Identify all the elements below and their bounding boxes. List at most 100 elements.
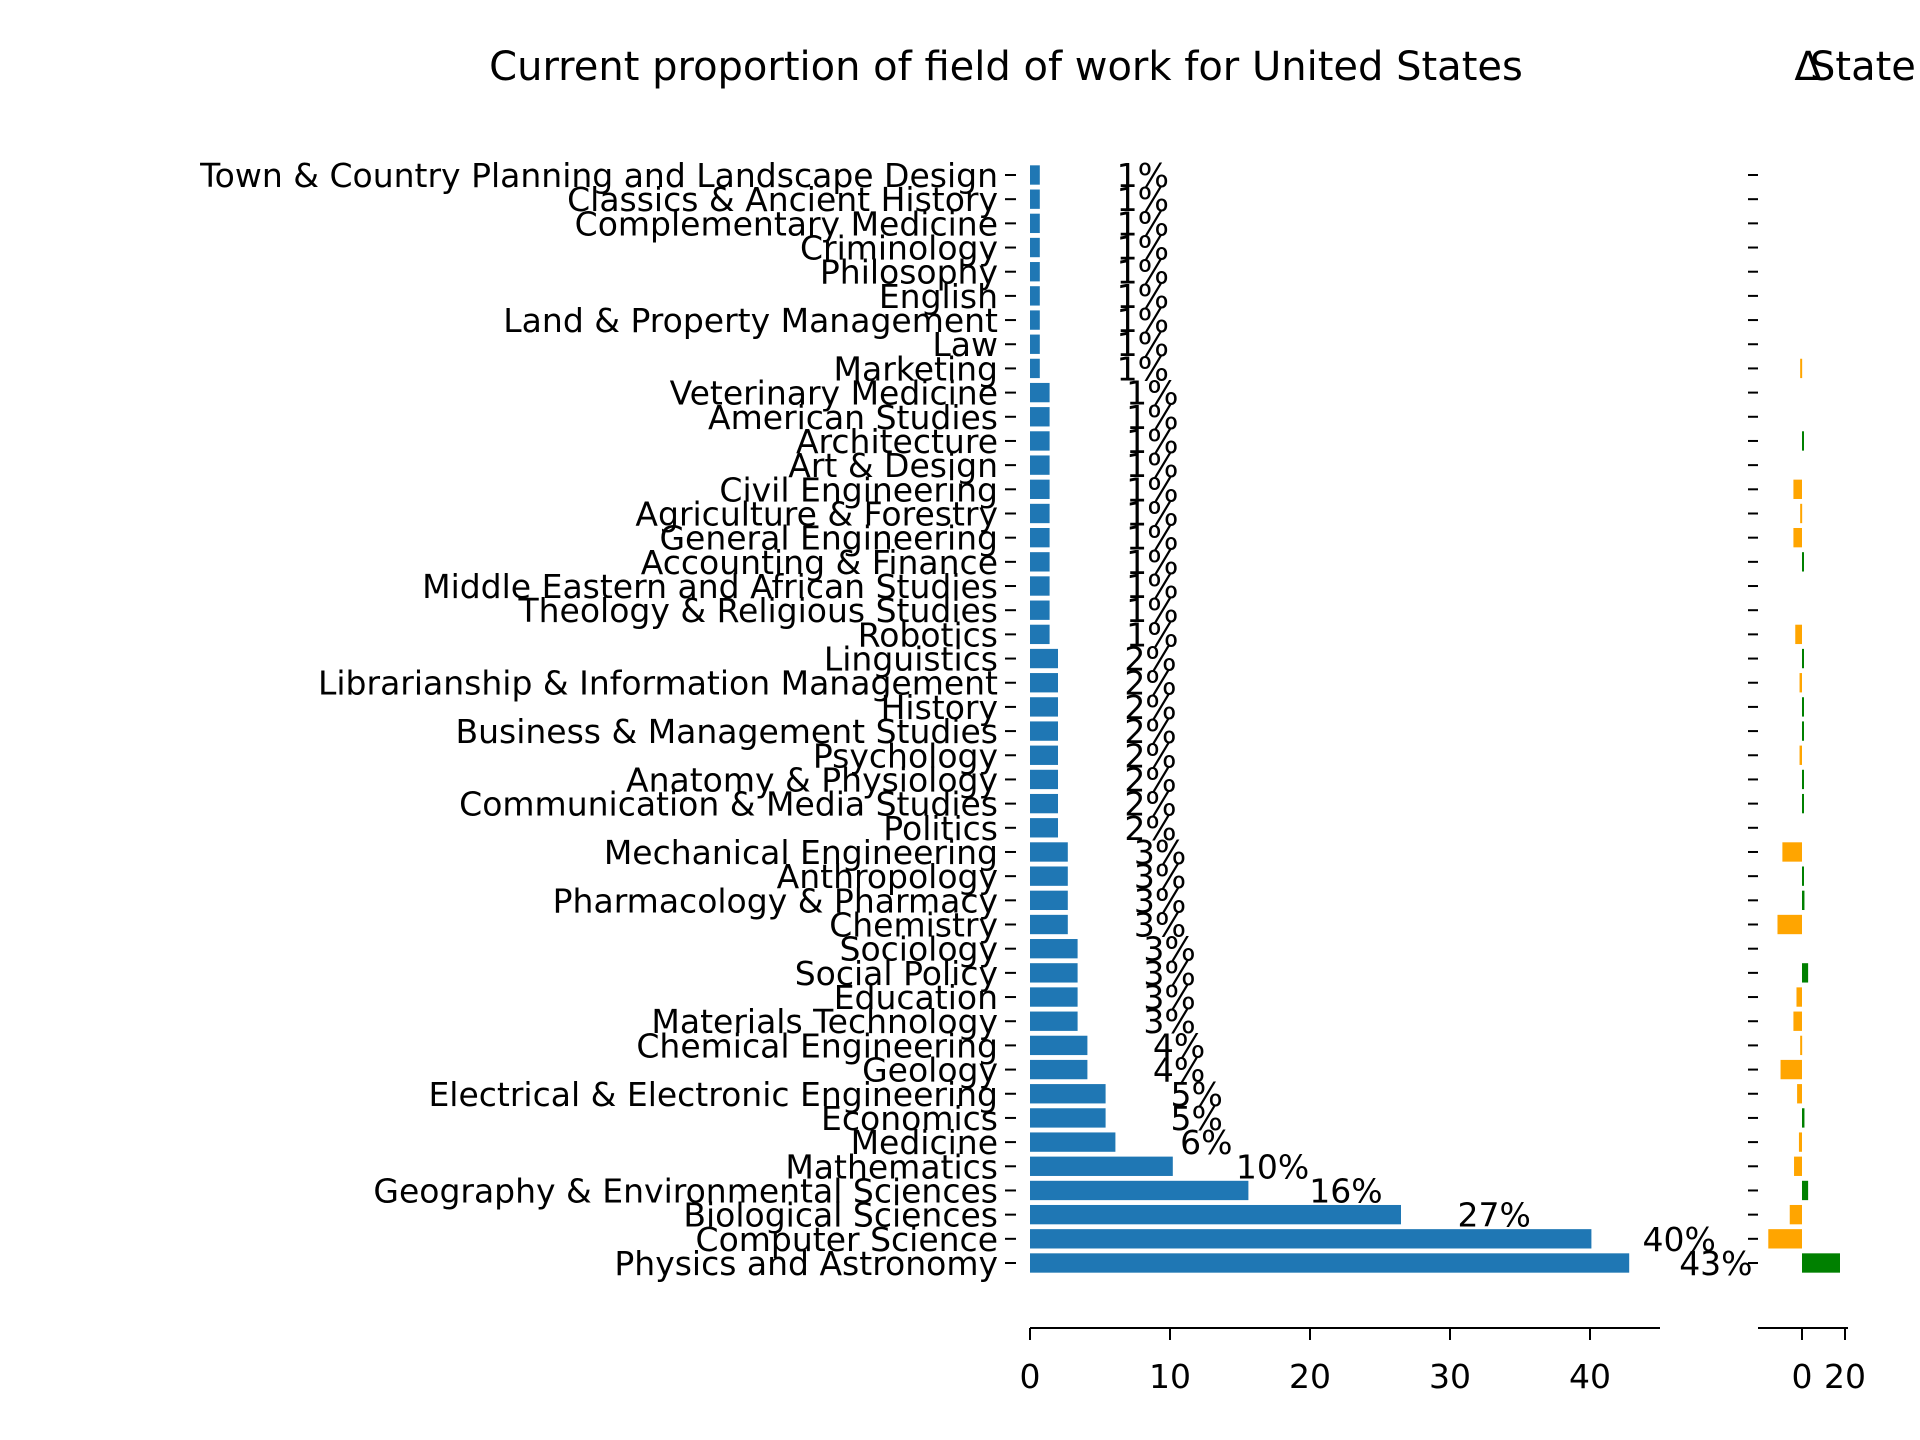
delta-bar [1799, 673, 1802, 693]
bar-value-label: 1% [1117, 204, 1169, 243]
category-label: Philosophy [820, 253, 998, 292]
bar [1030, 939, 1078, 959]
bar [1030, 503, 1050, 524]
category-label: Politics [883, 809, 998, 848]
category-label: Anatomy & Physiology [626, 760, 998, 799]
bar-value-label: 5% [1171, 1075, 1223, 1114]
bar-value-label: 3% [1134, 906, 1186, 945]
bar [1030, 334, 1040, 354]
category-label: Physics and Astronomy [614, 1244, 998, 1283]
bar-value-label: 1% [1126, 543, 1178, 582]
delta-bar [1793, 527, 1802, 548]
bar [1030, 963, 1078, 983]
x-tick-label: 30 [1429, 1357, 1471, 1396]
bar [1030, 673, 1058, 693]
bar [1030, 165, 1040, 185]
category-label: General Engineering [659, 519, 998, 558]
bar [1030, 552, 1050, 572]
delta-chart-title-partial: State [1810, 44, 1916, 90]
category-label: Medicine [851, 1123, 998, 1162]
category-label: Mechanical Engineering [604, 833, 998, 872]
delta-bar [1802, 552, 1804, 572]
category-label: Mathematics [785, 1147, 998, 1186]
bar-value-label: 1% [1117, 349, 1169, 388]
bar-value-label: 3% [1143, 978, 1195, 1017]
bar [1030, 407, 1050, 427]
bar-value-label: 27% [1458, 1196, 1531, 1235]
category-label: Biological Sciences [683, 1196, 998, 1235]
main-chart-title: Current proportion of field of work for … [489, 44, 1523, 90]
bar-value-label: 1% [1117, 180, 1169, 219]
bar [1030, 697, 1058, 717]
category-label: Classics & Ancient History [567, 180, 998, 219]
category-label: Sociology [840, 930, 998, 969]
bar [1030, 576, 1050, 596]
bar [1030, 1204, 1401, 1225]
category-label: Complementary Medicine [575, 204, 998, 243]
bar-value-label: 16% [1309, 1171, 1382, 1210]
delta-bar [1780, 1059, 1802, 1080]
delta-bar [1802, 721, 1804, 741]
bar [1030, 189, 1040, 209]
delta-bar [1794, 1156, 1802, 1176]
bar-value-label: 1% [1126, 591, 1178, 630]
category-label: Accounting & Finance [641, 543, 998, 582]
bar-value-label: 3% [1143, 1002, 1195, 1041]
bar-value-label: 1% [1117, 277, 1169, 316]
x-tick-label: 10 [1149, 1357, 1191, 1396]
category-label: Land & Property Management [503, 301, 998, 340]
bar-value-label: 1% [1126, 470, 1178, 509]
delta-bar [1793, 479, 1802, 499]
bar-value-label: 1% [1126, 615, 1178, 654]
bar-value-label: 1% [1126, 446, 1178, 485]
bar [1030, 1108, 1106, 1128]
bar [1030, 310, 1040, 330]
bar [1030, 262, 1040, 282]
category-label: Pharmacology & Pharmacy [553, 881, 998, 920]
bar-value-label: 1% [1117, 253, 1169, 292]
bar [1030, 890, 1068, 911]
delta-bar [1802, 769, 1804, 790]
bar [1030, 237, 1040, 258]
delta-chart-title: Δ [1794, 44, 1822, 90]
bar-value-label: 40% [1642, 1220, 1715, 1259]
bar [1030, 721, 1058, 741]
category-label: Law [932, 325, 998, 364]
bar-value-label: 2% [1124, 688, 1176, 727]
delta-bar [1800, 503, 1803, 524]
category-label: Computer Science [696, 1220, 998, 1259]
x-tick-label: 0 [1020, 1357, 1041, 1396]
bar [1030, 987, 1078, 1007]
delta-x-tick-label: 20 [1824, 1357, 1866, 1396]
bar-value-label: 2% [1124, 760, 1176, 799]
bar [1030, 1156, 1173, 1176]
bar [1030, 1059, 1088, 1080]
bar [1030, 1180, 1249, 1201]
delta-bar [1795, 624, 1802, 645]
bar-value-label: 3% [1134, 881, 1186, 920]
bar [1030, 866, 1068, 886]
category-label: Business & Management Studies [455, 712, 998, 751]
category-label: Communication & Media Studies [459, 785, 998, 824]
category-label: English [879, 277, 998, 316]
delta-bar [1777, 914, 1802, 935]
bar [1030, 745, 1058, 765]
bar [1030, 1084, 1106, 1104]
category-label: Marketing [834, 349, 998, 388]
bar [1030, 1253, 1630, 1273]
bar-value-label: 3% [1143, 954, 1195, 993]
delta-bar [1802, 890, 1805, 911]
bar [1030, 600, 1050, 620]
delta-bar [1800, 1035, 1803, 1056]
bar-value-label: 1% [1126, 374, 1178, 413]
bar [1030, 527, 1050, 548]
category-label: Materials Technology [651, 1002, 998, 1041]
bar-value-label: 1% [1126, 567, 1178, 606]
category-label: Veterinary Medicine [670, 374, 998, 413]
delta-bar [1800, 358, 1803, 379]
bar-value-label: 4% [1153, 1026, 1205, 1065]
category-label: Psychology [813, 736, 998, 775]
bar-value-label: 1% [1126, 519, 1178, 558]
x-tick-label: 20 [1289, 1357, 1331, 1396]
bar-value-label: 2% [1124, 712, 1176, 751]
